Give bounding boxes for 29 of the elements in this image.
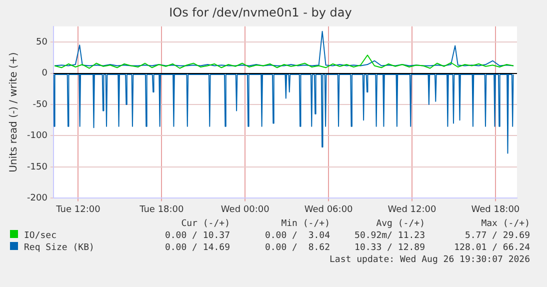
text: Last update: Wed Aug 26 19:30:07 2026 [328, 254, 531, 266]
x-tick-label: Wed 06:00 [304, 204, 354, 215]
legend-label: Req Size (KB) [23, 242, 96, 254]
text: 128.01 / 66.24 [453, 242, 530, 254]
text: 0.00 / 10.37 [164, 230, 230, 242]
chart-title: IOs for /dev/nvme0n1 - by day [169, 5, 352, 20]
x-tick-label: Tue 12:00 [55, 204, 101, 215]
y-tick-label: -100 [26, 131, 48, 142]
y-tick-label: -50 [32, 100, 48, 110]
text: Avg (-/+) [375, 218, 425, 230]
text: Cur (-/+) [180, 218, 230, 230]
text: 0.00 / 3.04 [264, 230, 330, 242]
y-tick-label: 0 [42, 68, 48, 79]
text: Max (-/+) [480, 218, 530, 230]
legend-label: IO/sec [23, 230, 58, 242]
text: Min (-/+) [280, 218, 330, 230]
text: 0.00 / 8.62 [264, 242, 330, 254]
text: 5.77 / 29.69 [464, 230, 530, 242]
y-tick-label: -150 [26, 162, 48, 172]
x-tick-label: Tue 18:00 [138, 204, 184, 215]
text: 0.00 / 14.69 [164, 242, 230, 254]
x-tick-label: Wed 00:00 [220, 204, 270, 215]
y-tick-label: -200 [26, 194, 48, 204]
y-axis-title: Units read (-) / write (+) [8, 52, 20, 172]
text: 50.92m/ 11.23 [354, 230, 425, 242]
x-tick-label: Wed 12:00 [388, 204, 436, 215]
y-tick-label: 50 [36, 37, 48, 48]
text: 10.33 / 12.89 [354, 242, 425, 254]
x-tick-label: Wed 18:00 [471, 204, 520, 215]
